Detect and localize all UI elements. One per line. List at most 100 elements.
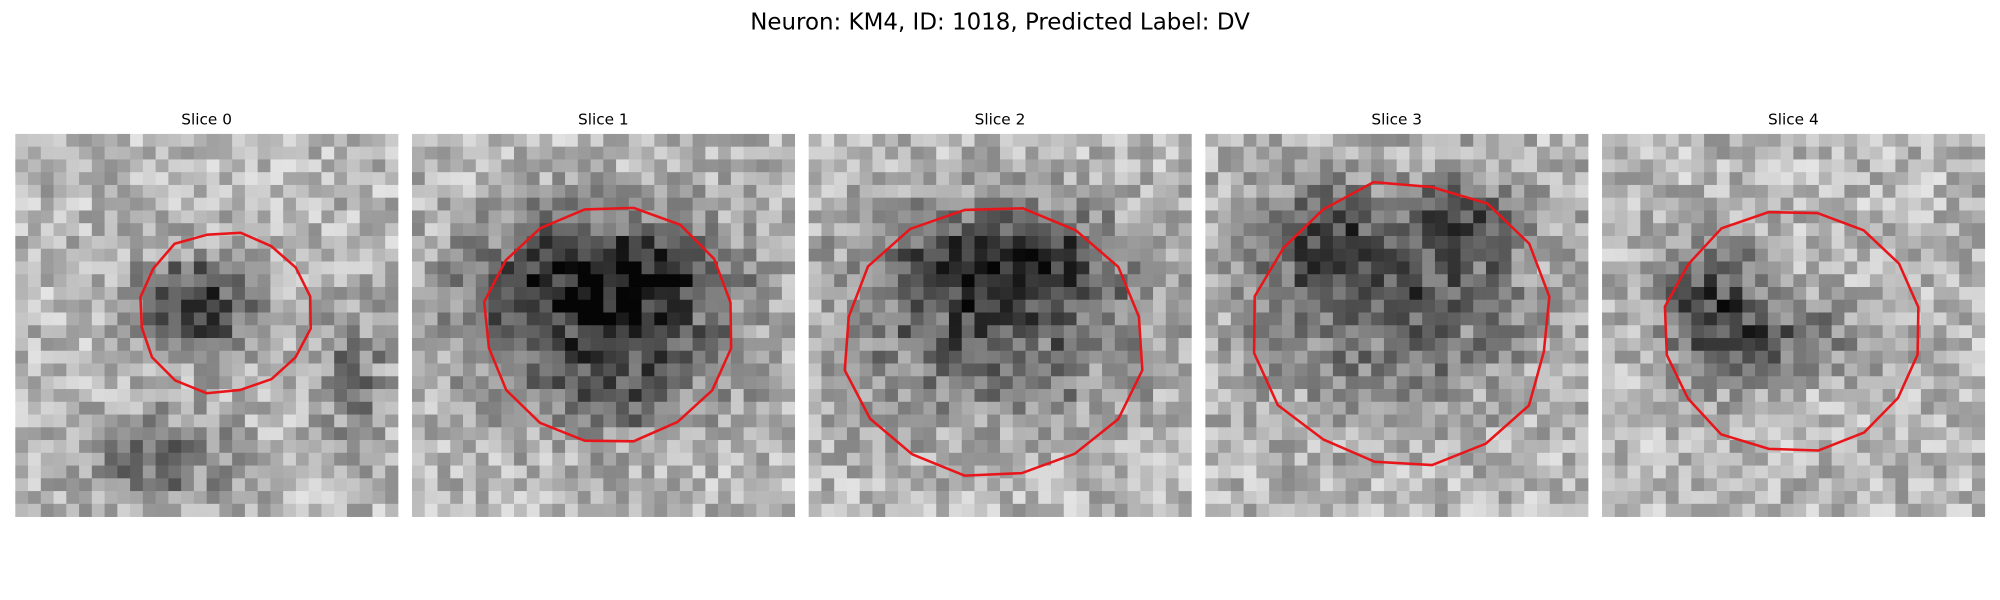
- image-pixel: [1614, 248, 1628, 262]
- image-pixel: [1089, 223, 1103, 237]
- image-pixel: [718, 401, 732, 415]
- image-pixel: [1025, 503, 1039, 517]
- image-pixel: [539, 427, 553, 441]
- image-pixel: [1434, 235, 1449, 250]
- image-pixel: [1371, 197, 1385, 211]
- image-pixel: [743, 223, 757, 237]
- image-pixel: [1140, 363, 1154, 377]
- image-pixel: [1602, 338, 1616, 352]
- image-pixel: [1383, 286, 1398, 301]
- image-pixel: [91, 235, 105, 250]
- image-pixel: [936, 133, 950, 148]
- image-pixel: [1165, 363, 1179, 377]
- image-pixel: [1102, 184, 1116, 199]
- image-pixel: [1089, 286, 1103, 301]
- image-pixel: [897, 159, 912, 173]
- image-pixel: [1755, 389, 1769, 403]
- image-pixel: [897, 427, 912, 441]
- image-pixel: [1498, 503, 1512, 517]
- image-pixel: [539, 312, 553, 326]
- image-pixel: [501, 478, 515, 492]
- image-pixel: [1063, 184, 1077, 199]
- image-pixel: [372, 133, 386, 148]
- image-pixel: [1063, 376, 1077, 390]
- image-pixel: [1665, 312, 1679, 326]
- image-pixel: [117, 210, 131, 224]
- image-pixel: [948, 261, 963, 275]
- image-pixel: [334, 261, 348, 275]
- image-pixel: [641, 325, 655, 339]
- image-pixel: [1076, 478, 1090, 492]
- image-pixel: [1038, 338, 1052, 352]
- image-pixel: [66, 274, 80, 288]
- image-pixel: [15, 159, 29, 173]
- image-pixel: [1602, 274, 1616, 288]
- image-pixel: [1140, 452, 1154, 466]
- image-pixel: [1332, 363, 1347, 377]
- image-pixel: [1051, 223, 1065, 237]
- image-pixel: [206, 146, 220, 160]
- image-pixel: [1127, 414, 1141, 428]
- image-pixel: [1038, 376, 1052, 390]
- image-pixel: [936, 312, 950, 326]
- image-pixel: [1755, 286, 1769, 301]
- image-pixel: [1153, 401, 1167, 415]
- image-pixel: [1857, 172, 1871, 186]
- image-pixel: [1524, 452, 1538, 466]
- image-pixel: [718, 389, 732, 403]
- image-pixel: [437, 376, 451, 390]
- image-pixel: [1640, 235, 1654, 250]
- image-pixel: [1345, 197, 1359, 211]
- image-pixel: [1614, 299, 1628, 313]
- image-pixel: [488, 210, 502, 224]
- image-pixel: [1933, 465, 1947, 479]
- image-pixel: [1704, 478, 1718, 492]
- image-pixel: [667, 325, 681, 339]
- image-pixel: [1447, 325, 1461, 339]
- image-pixel: [1946, 465, 1960, 479]
- image-pixel: [514, 503, 528, 517]
- image-pixel: [1678, 248, 1692, 262]
- image-pixel: [565, 338, 579, 352]
- image-pixel: [308, 146, 322, 160]
- image-pixel: [1742, 401, 1756, 415]
- image-pixel: [475, 478, 489, 492]
- image-pixel: [1051, 338, 1065, 352]
- image-pixel: [40, 338, 54, 352]
- image-pixel: [590, 414, 604, 428]
- image-pixel: [616, 210, 630, 224]
- image-pixel: [526, 210, 540, 224]
- image-pixel: [1332, 286, 1347, 301]
- image-pixel: [603, 452, 617, 466]
- image-pixel: [1127, 465, 1141, 479]
- image-pixel: [321, 159, 335, 173]
- image-pixel: [1971, 503, 1986, 517]
- image-pixel: [1012, 363, 1026, 377]
- image-pixel: [104, 452, 118, 466]
- image-pixel: [359, 286, 373, 301]
- image-pixel: [603, 491, 617, 505]
- image-pixel: [283, 312, 297, 326]
- image-pixel: [181, 478, 195, 492]
- image-pixel: [718, 299, 732, 313]
- image-pixel: [1946, 184, 1960, 199]
- image-pixel: [283, 503, 297, 517]
- image-pixel: [91, 286, 105, 301]
- image-pixel: [104, 503, 118, 517]
- image-pixel: [1434, 376, 1449, 390]
- image-pixel: [756, 210, 770, 224]
- image-pixel: [385, 427, 399, 441]
- image-pixel: [1562, 414, 1576, 428]
- image-pixel: [1780, 235, 1794, 250]
- image-pixel: [808, 427, 822, 441]
- image-pixel: [1153, 197, 1167, 211]
- image-pixel: [1281, 350, 1296, 364]
- image-pixel: [1358, 401, 1372, 415]
- image-pixel: [1869, 491, 1884, 505]
- image-pixel: [1640, 286, 1654, 301]
- image-pixel: [385, 133, 399, 148]
- image-pixel: [821, 299, 835, 313]
- image-pixel: [1729, 133, 1743, 148]
- image-pixel: [1165, 325, 1179, 339]
- image-pixel: [1230, 363, 1245, 377]
